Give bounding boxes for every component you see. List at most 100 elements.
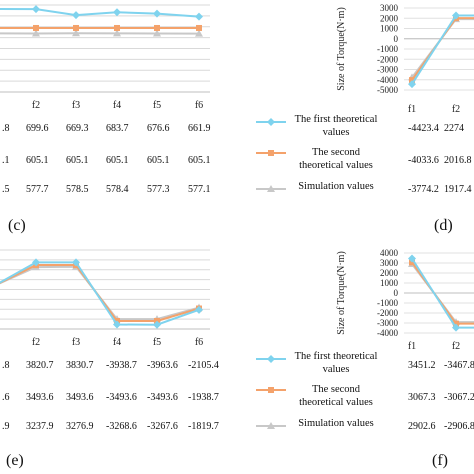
panel-e-plot: f2 f3 f4 f5 f6 — [0, 249, 210, 348]
panel-e-x-tick-label: f2 — [32, 337, 40, 348]
panel-d-table-cell: -4423.4 — [408, 123, 439, 134]
panel-d-table-cell: -4033.6 — [408, 155, 439, 166]
panel-f-legend-swatch-second — [256, 387, 286, 393]
panel-e-table-cell: -3963.6 — [147, 360, 178, 371]
panel-e-table-cell: -2105.4 — [188, 360, 219, 371]
panel-c-series-2-point — [153, 29, 161, 37]
panel-f-y-tick-label: 0 — [394, 288, 399, 298]
panel-f-y-tick-label: 4000 — [380, 248, 399, 258]
panel-d-y-axis-label: Size of Torque(N·m) — [336, 7, 347, 91]
panel-f-series-0-point — [452, 323, 460, 332]
panel-e-table-cell: -3938.7 — [106, 360, 137, 371]
panel-c-table-cell: 578.4 — [106, 184, 129, 195]
caption-f: (f) — [432, 452, 448, 469]
panel-c-series-1-point — [114, 24, 120, 31]
panel-c-table-cell: 605.1 — [66, 155, 89, 166]
panel-e-series-0-point — [113, 320, 121, 329]
panel-e-series-2-line — [0, 265, 200, 321]
panel-d-y-tick-label: -2000 — [377, 54, 398, 64]
panel-e-table-cell: .9 — [2, 421, 10, 432]
panel-c-series-0-line — [0, 8, 200, 18]
caption-d: (d) — [434, 217, 453, 234]
panel-f-legend-sim: Simulation values — [298, 418, 374, 429]
panel-e-table-cell: -3267.6 — [147, 421, 178, 432]
panel-c-series-0-point — [195, 12, 203, 21]
panel-c-x-tick-label: f3 — [72, 100, 80, 111]
panel-f-legend-swatch-first — [256, 355, 286, 363]
panel-f-y-axis-label: Size of Torque(N·m) — [336, 251, 347, 335]
panel-d-legend-swatch-sim — [256, 185, 286, 192]
panel-c-table-cell: 699.6 — [26, 123, 49, 134]
panel-f-legend-first-line1: The first theoretical — [294, 351, 378, 362]
panel-c-table-cell: 577.1 — [188, 184, 211, 195]
panel-c-series-0-point — [72, 11, 80, 20]
panel-d-table-cell: 2274 — [444, 123, 464, 134]
panel-e-table-cell: -3493.6 — [106, 392, 137, 403]
panel-d-legend-swatch-second-marker — [268, 150, 274, 156]
panel-e-table-cell: -1819.7 — [188, 421, 219, 432]
caption-c: (c) — [8, 217, 26, 234]
panel-f-table-cell: -3467.8 — [444, 360, 474, 371]
panel-c-series-0-point — [153, 9, 161, 18]
panel-c-plot: f2 f3 f4 f5 f6 — [0, 4, 210, 111]
panel-d-table-cell: -3774.2 — [408, 184, 439, 195]
panel-d-table-cell: 1917.4 — [444, 184, 472, 195]
panel-d-series-0-point — [408, 80, 416, 89]
panel-c-series-1-point — [196, 24, 202, 31]
panel-e-x-tick-label: f3 — [72, 337, 80, 348]
panel-d-y-tick-label: -3000 — [377, 65, 398, 75]
panel-f-legend-swatch-sim-marker — [267, 422, 275, 429]
panel-e-x-tick-label: f6 — [195, 337, 203, 348]
panel-e-table-cell: -1938.7 — [188, 392, 219, 403]
panel-f-y-tick-label: 2000 — [380, 268, 399, 278]
panel-d-y-tick-label: 0 — [394, 34, 399, 44]
panel-f-table-cell: 2902.6 — [408, 421, 436, 432]
panel-c-series-0-point — [113, 8, 121, 17]
panel-d-y-tick-label: 2000 — [380, 13, 399, 23]
panel-c-table-cell: 605.1 — [147, 155, 170, 166]
panel-f-y-tick-label: 3000 — [380, 258, 399, 268]
panel-e-table-cell: 3493.6 — [26, 392, 54, 403]
caption-e: (e) — [6, 452, 24, 469]
panel-c-series-1-point — [33, 24, 39, 31]
panel-f-legend-swatch-second-marker — [268, 387, 274, 393]
panel-c-series-0-point — [32, 5, 40, 14]
panel-c-table-cell: .8 — [2, 123, 10, 134]
panel-f-legend-second-line2: theoretical values — [299, 397, 373, 408]
panel-f-legend-second-line1: The second — [311, 384, 361, 395]
panel-e-table-cell: 3820.7 — [26, 360, 54, 371]
panel-d-x-tick-label: f1 — [408, 104, 416, 115]
panel-d-legend-first-line2: values — [322, 127, 350, 138]
panel-c-x-tick-label: f4 — [113, 100, 121, 111]
panel-e-table-cell: 3493.6 — [66, 392, 94, 403]
panel-c-table-cell: 578.5 — [66, 184, 89, 195]
panel-e-series-0-line — [0, 261, 200, 326]
panel-f-legend-swatch-first-marker — [267, 355, 275, 363]
panel-d-legend-swatch-second — [256, 150, 286, 156]
panel-e-table-cell: 3830.7 — [66, 360, 94, 371]
panel-c-table-cell: .1 — [2, 155, 10, 166]
panel-f-y-tick-label: -4000 — [377, 328, 398, 338]
panel-f-x-tick-label: f2 — [452, 341, 460, 352]
panel-e-table-cell: 3276.9 — [66, 421, 94, 432]
panel-c-table-cell: 669.3 — [66, 123, 89, 134]
panel-d-legend-second-line1: The second — [311, 147, 361, 158]
panel-c-series-1-point — [73, 24, 79, 31]
panel-d-legend-swatch-first — [256, 118, 286, 126]
panel-d-x-tick-label: f2 — [452, 104, 460, 115]
panel-e-table-cell: 3237.9 — [26, 421, 54, 432]
panel-e-table-cell: -3268.6 — [106, 421, 137, 432]
panel-d-plot: Size of Torque(N·m) 3000200010000-1000-20… — [336, 3, 474, 115]
panel-f-series-1-point — [453, 320, 459, 327]
panel-c-series-2-point — [32, 29, 40, 37]
panel-e-table-cell: .6 — [2, 392, 10, 403]
panel-d-legend-swatch-first-marker — [267, 118, 275, 126]
panel-e-series-0-point — [195, 305, 203, 314]
panel-e-table-cell: .8 — [2, 360, 10, 371]
panel-c-table-cell: 661.9 — [188, 123, 211, 134]
panel-d-legend-swatch-sim-marker — [267, 185, 275, 192]
panel-c-series-1-point — [154, 24, 160, 31]
panel-f-y-tick-label: -1000 — [377, 298, 398, 308]
panel-d-legend-sim: Simulation values — [298, 181, 374, 192]
panel-c-x-tick-label: f5 — [153, 100, 161, 111]
